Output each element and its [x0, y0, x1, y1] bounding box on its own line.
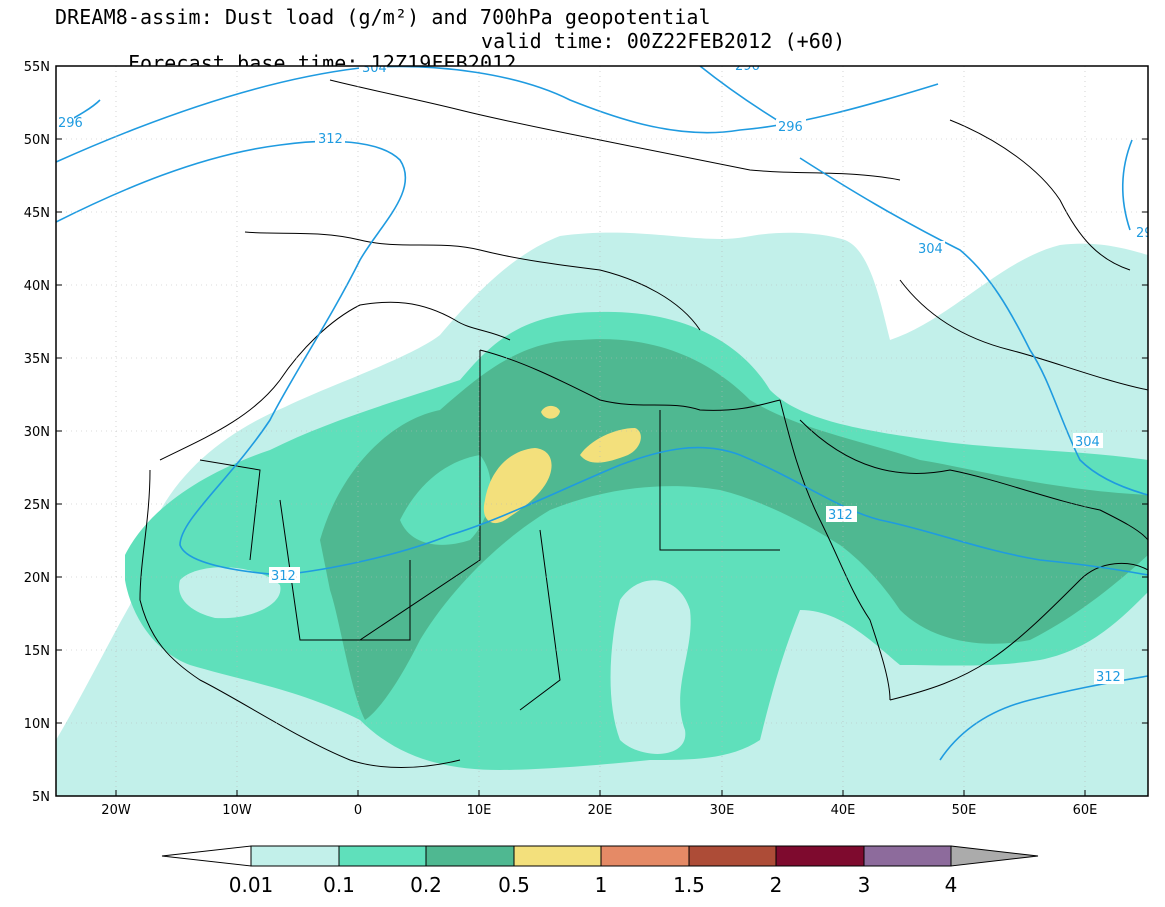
dust-pocket-0-1 — [400, 455, 491, 545]
lat-label-40n: 40N — [24, 279, 50, 294]
colorbar-label-0-5: 0.5 — [498, 873, 530, 897]
clear-patch-west-africa — [179, 567, 281, 619]
graticule — [56, 66, 1148, 796]
contour-label-text: 296 — [58, 116, 83, 131]
lon-label-20e: 20E — [588, 803, 613, 818]
lon-labels: 20W 10W 0 10E 20E 30E 40E 50E 60E — [101, 803, 1097, 818]
lat-label-20n: 20N — [24, 571, 50, 586]
colorbar-label-3: 3 — [858, 873, 871, 897]
contour-label-text: 304 — [1075, 435, 1100, 450]
lon-label-40e: 40E — [831, 803, 856, 818]
colorbar-swatch-2 — [775, 845, 865, 867]
colorbar-swatch-3 — [863, 845, 952, 867]
colorbar-swatches — [161, 845, 1039, 867]
lat-label-5n: 5N — [32, 790, 50, 805]
lat-label-25n: 25N — [24, 498, 50, 513]
colorbar-swatch-0-1 — [338, 845, 427, 867]
contour-label-296-c: 296 — [56, 115, 83, 131]
lat-label-30n: 30N — [24, 425, 50, 440]
lon-label-50e: 50E — [952, 803, 977, 818]
lat-label-10n: 10N — [24, 717, 50, 732]
colorbar-swatch-0-01 — [250, 845, 340, 867]
contour-label-text: 312 — [1096, 670, 1121, 685]
contour-label-296-b: 296 — [733, 59, 763, 74]
lat-label-50n: 50N — [24, 133, 50, 148]
dust-shade-0-2 — [320, 339, 1148, 720]
map-title-block: DREAM8-assim: Dust load (g/m²) and 700hP… — [55, 5, 1145, 74]
colorbar-under-arrow — [161, 845, 252, 867]
clear-patch-sudan — [610, 580, 691, 754]
contour-label-296-d: 296 — [1134, 225, 1161, 241]
forecast-valid-time: valid time: 00Z22FEB2012 (+60) — [481, 29, 846, 53]
contour-label-text: 296 — [1136, 226, 1161, 241]
colorbar-label-2: 2 — [770, 873, 783, 897]
contour-312-north — [56, 140, 407, 576]
colorbar-swatch-0-5 — [513, 845, 602, 867]
lon-label-10e: 10E — [467, 803, 492, 818]
lon-label-30e: 30E — [710, 803, 735, 818]
colorbar-label-0-1: 0.1 — [323, 873, 355, 897]
colorbar-over-arrow — [950, 845, 1039, 867]
colorbar-label-1: 1 — [595, 873, 608, 897]
lat-label-35n: 35N — [24, 352, 50, 367]
lon-label-10w: 10W — [222, 803, 252, 818]
colorbar-label-4: 4 — [945, 873, 958, 897]
contour-label-312-c: 312 — [826, 506, 857, 523]
contour-312-south — [279, 446, 1148, 576]
geopotential-contours — [56, 66, 1148, 761]
dust-shade-0-5-b — [580, 428, 641, 463]
colorbar-swatch-1-5 — [688, 845, 777, 867]
colorbar-label-0-01: 0.01 — [229, 873, 274, 897]
contour-label-304-c: 304 — [1073, 433, 1103, 450]
colorbar-label-1-5: 1.5 — [673, 873, 705, 897]
contour-296-east — [1121, 139, 1133, 231]
colorbar-label-0-2: 0.2 — [410, 873, 442, 897]
contour-304-east — [799, 157, 1148, 496]
contour-label-304-a: 304 — [359, 61, 387, 76]
lon-ticks — [115, 790, 1086, 796]
coastlines — [139, 79, 1148, 768]
colorbar-swatch-1 — [600, 845, 690, 867]
contour-label-296-a: 296 — [776, 119, 806, 135]
contour-label-312-d: 312 — [1094, 669, 1124, 685]
colorbar-legend: 0.01 0.1 0.2 0.5 1 1.5 2 3 4 — [161, 845, 1039, 897]
contour-label-text: 312 — [828, 508, 853, 523]
lat-label-15n: 15N — [24, 644, 50, 659]
contour-label-text: 304 — [362, 61, 387, 76]
contour-label-312-a: 312 — [315, 130, 345, 147]
contour-label-text: 296 — [735, 59, 760, 74]
lat-ticks — [56, 65, 1148, 797]
dust-shade-0-5-c — [541, 405, 560, 419]
contour-labels: 304 296 312 296 312 — [56, 59, 1161, 685]
colorbar-swatch-0-2 — [425, 845, 515, 867]
contour-label-304-b: 304 — [915, 241, 945, 257]
map-plot-area: 304 296 312 296 312 — [56, 59, 1161, 796]
lat-label-45n: 45N — [24, 206, 50, 221]
lat-labels: 55N 50N 45N 40N 35N 30N 25N 20N 15N 10N … — [24, 60, 50, 805]
contour-label-text: 304 — [918, 242, 943, 257]
map-title: DREAM8-assim: Dust load (g/m²) and 700hP… — [55, 5, 711, 29]
contour-label-text: 296 — [778, 120, 803, 135]
colorbar-labels: 0.01 0.1 0.2 0.5 1 1.5 2 3 4 — [229, 873, 958, 897]
lon-label-20w: 20W — [101, 803, 131, 818]
lat-label-55n: 55N — [24, 60, 50, 75]
lon-label-60e: 60E — [1073, 803, 1098, 818]
contour-label-text: 312 — [318, 132, 343, 147]
dust-shade-0-5-a — [483, 448, 552, 524]
contour-label-text: 312 — [271, 569, 296, 584]
contour-label-312-b: 312 — [269, 567, 300, 584]
lon-label-0: 0 — [354, 803, 362, 818]
